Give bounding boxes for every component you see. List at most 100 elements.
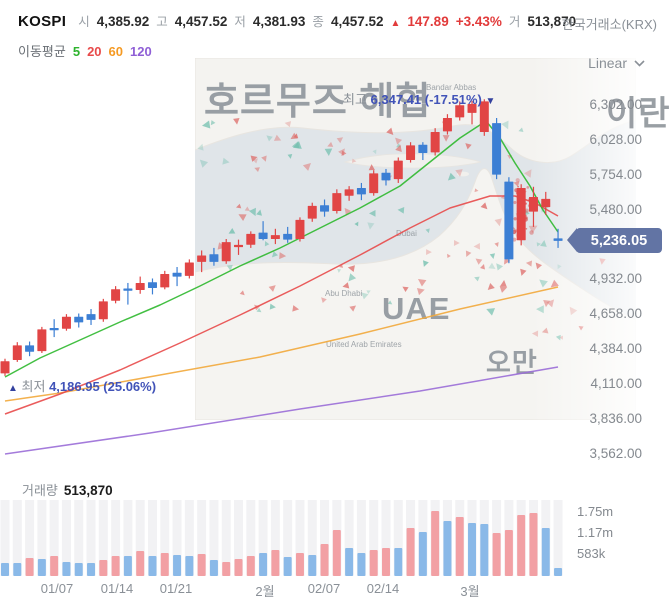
volume-bar (406, 528, 415, 576)
volume-bar (332, 530, 341, 576)
map-marker-icon (515, 178, 520, 183)
volume-track (61, 500, 71, 576)
volume-bar (62, 562, 71, 576)
candle-body (307, 205, 317, 219)
price-tick-label: 5,754.00 (589, 166, 642, 182)
map-marker-icon (387, 300, 393, 305)
map-marker-icon (233, 118, 240, 125)
volume-bar (308, 555, 317, 576)
price-tick-label: 3,836.00 (589, 411, 642, 427)
map-marker-icon (480, 202, 488, 210)
map-marker-icon (264, 241, 270, 247)
map-marker-icon (256, 307, 262, 313)
ma-period-60[interactable]: 60 (108, 44, 124, 59)
map-marker-icon (336, 137, 344, 144)
map-marker-icon (271, 251, 279, 258)
ma60-line (4, 286, 559, 402)
volume-track (356, 500, 366, 576)
candle-body (369, 173, 379, 194)
candle-body (74, 316, 84, 323)
candle-body (430, 132, 440, 153)
candle-body (541, 198, 551, 208)
candle-body (442, 117, 452, 132)
map-marker-icon (222, 157, 230, 165)
candle-body (86, 314, 96, 320)
volume-bar (443, 521, 452, 576)
map-marker-icon (517, 185, 519, 188)
map-marker-icon (236, 203, 242, 209)
map-marker-icon (442, 135, 450, 142)
volume-bar (259, 552, 268, 576)
ma-period-20[interactable]: 20 (87, 44, 102, 59)
volume-bar (271, 549, 280, 576)
volume-bar (123, 555, 132, 576)
volume-tick-label: 1.17m (577, 525, 614, 540)
map-marker-icon (252, 158, 258, 164)
map-marker-icon (372, 149, 377, 155)
map-marker-icon (501, 120, 509, 130)
map-marker-icon (268, 285, 276, 292)
candle-body (406, 145, 416, 161)
candle-body (197, 255, 207, 262)
date-tick-label: 01/21 (159, 581, 193, 596)
map-marker-icon (397, 206, 405, 214)
map-marker-icon (513, 200, 517, 205)
scale-selector-label: Linear (588, 55, 627, 71)
change-arrow-icon: ▲ (390, 18, 401, 29)
price-tick-label: 3,562.00 (589, 445, 642, 461)
session-high-annotation: 최고 6,347.41 (-17.51%) ▼ (343, 89, 495, 108)
volume-bar (136, 551, 145, 576)
volume-pane-label: 거래량 (22, 483, 58, 498)
candle-body (221, 242, 231, 262)
volume-bar (87, 562, 96, 576)
scale-selector-dropdown[interactable]: Linear (588, 55, 645, 71)
map-marker-icon (327, 141, 334, 147)
volume-bar (369, 549, 378, 576)
volume-bar (480, 524, 489, 576)
volume-bar (541, 528, 550, 576)
price-tick-label: 5,480.00 (589, 201, 642, 217)
symbol-name: KOSPI (18, 13, 67, 30)
date-tick-label: 01/14 (100, 581, 134, 596)
map-marker-icon (395, 144, 402, 152)
volume-bar (492, 532, 501, 576)
volume-track (0, 500, 10, 576)
ma-period-5[interactable]: 5 (72, 44, 81, 59)
map-marker-icon (269, 303, 276, 310)
volume-bar (197, 554, 206, 576)
candle-body (418, 144, 428, 154)
map-marker-icon (518, 127, 524, 132)
map-marker-icon (341, 150, 347, 157)
volume-bar (394, 548, 403, 576)
map-marker-icon (447, 172, 456, 181)
map-marker-icon (499, 286, 508, 293)
volume-track (25, 500, 35, 576)
map-marker-icon (302, 162, 311, 171)
map-marker-icon (291, 141, 300, 149)
volume-bar (99, 559, 108, 576)
open-label: 시 (78, 15, 90, 29)
map-marker-icon (292, 305, 300, 312)
candle-body (320, 205, 330, 212)
map-marker-icon (344, 207, 352, 216)
map-marker-icon (386, 127, 394, 135)
map-marker-icon (474, 188, 479, 193)
current-price-badge: 5,236.05 (567, 228, 662, 254)
session-low-label: 최저 (21, 379, 46, 394)
volume-track (381, 500, 391, 576)
volume-bar (209, 559, 218, 576)
ma20-line (4, 195, 559, 415)
volume-pane-value: 513,870 (63, 483, 113, 498)
ma-period-120[interactable]: 120 (130, 44, 152, 59)
volume-track (553, 500, 563, 576)
volume-track (246, 500, 256, 576)
candle-body (209, 254, 219, 262)
map-marker-icon (228, 228, 236, 234)
map-marker-icon (284, 121, 292, 128)
volume-track (344, 500, 354, 576)
map-marker-icon (395, 137, 403, 145)
current-price-value: 5,236.05 (590, 232, 648, 249)
map-marker-icon (488, 262, 496, 269)
candle-body (356, 188, 366, 195)
